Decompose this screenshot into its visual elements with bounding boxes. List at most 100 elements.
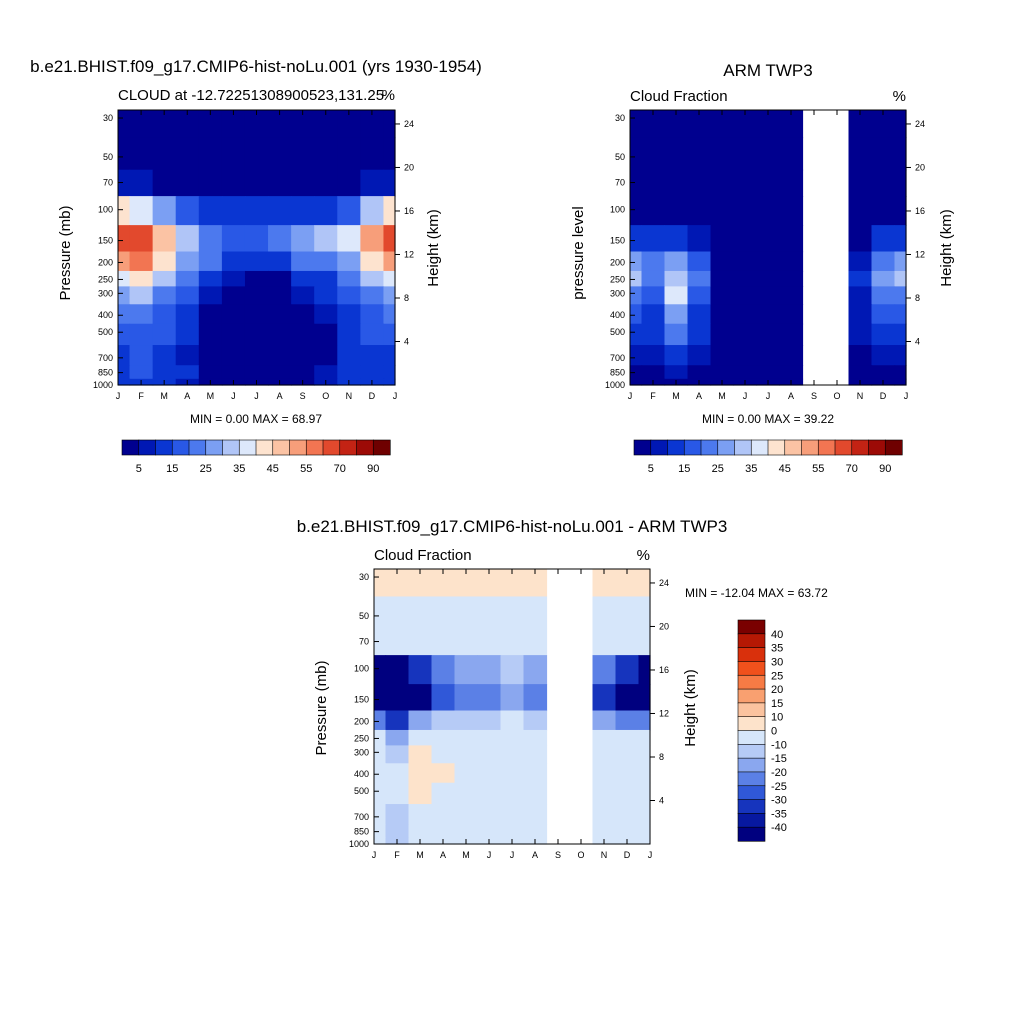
model-cell bbox=[360, 110, 385, 139]
obs-cell bbox=[687, 196, 712, 226]
obs-ytick-label: 1000 bbox=[605, 380, 625, 390]
colorbar-obs-swatch bbox=[851, 439, 870, 456]
obs-cell bbox=[871, 286, 896, 305]
colorbar-obs-label: 55 bbox=[812, 463, 824, 475]
diff-cell bbox=[638, 837, 651, 845]
diff-xtick-label: J bbox=[487, 850, 492, 860]
colorbar-model-swatch bbox=[121, 439, 140, 456]
model-cell bbox=[244, 286, 269, 305]
model-cell bbox=[118, 251, 131, 272]
model-cell bbox=[337, 225, 361, 253]
obs-cell bbox=[733, 345, 758, 366]
diff-cell bbox=[408, 569, 433, 598]
model-cell bbox=[175, 225, 200, 253]
model-cell bbox=[291, 225, 315, 253]
colorbar-diff-swatch bbox=[737, 771, 766, 787]
diff-cell bbox=[477, 745, 502, 764]
diff-cell bbox=[592, 596, 617, 630]
model-cell bbox=[118, 169, 131, 197]
diff-cell bbox=[523, 782, 548, 805]
diff-cell bbox=[431, 684, 456, 712]
obs-cell bbox=[687, 110, 712, 139]
obs-cell bbox=[641, 323, 666, 346]
model-cell bbox=[383, 251, 396, 272]
diff-cell bbox=[523, 763, 548, 784]
diff-cell bbox=[477, 684, 502, 712]
diff-units: % bbox=[637, 547, 650, 564]
model-cell bbox=[118, 304, 131, 325]
diff-cell bbox=[431, 569, 456, 598]
colorbar-obs-swatch bbox=[884, 439, 903, 456]
diff-cell bbox=[477, 569, 502, 598]
panel-model: b.e21.BHIST.f09_g17.CMIP6-hist-noLu.001 … bbox=[30, 57, 482, 426]
diff-cell bbox=[500, 763, 525, 784]
diff-cell bbox=[374, 763, 387, 784]
obs-cell bbox=[664, 225, 689, 253]
model-cell bbox=[198, 225, 223, 253]
obs-cell bbox=[894, 110, 907, 139]
obs-cell bbox=[687, 169, 712, 197]
model-cell bbox=[291, 365, 315, 380]
obs-cell bbox=[756, 323, 781, 346]
obs-cell bbox=[733, 137, 758, 171]
diff-cell bbox=[408, 655, 433, 685]
model-cell bbox=[198, 345, 223, 366]
obs-cell bbox=[894, 378, 907, 386]
obs-cell bbox=[756, 225, 781, 253]
obs-cell bbox=[733, 323, 758, 346]
obs-cell bbox=[871, 169, 896, 197]
colorbar-diff-swatch bbox=[737, 826, 766, 842]
obs-cell bbox=[641, 365, 666, 380]
diff-cell bbox=[615, 628, 640, 656]
diff-cell bbox=[385, 628, 410, 656]
diff-cell bbox=[615, 745, 640, 764]
obs-cell bbox=[687, 225, 712, 253]
model-cell bbox=[221, 345, 246, 366]
diff-cell bbox=[408, 804, 433, 825]
obs-cell bbox=[848, 365, 873, 380]
obs-ytick-label: 400 bbox=[610, 310, 625, 320]
diff-cell bbox=[374, 655, 387, 685]
diff-cell bbox=[431, 763, 456, 784]
colorbar-model-label: 55 bbox=[300, 463, 312, 475]
model-units: % bbox=[382, 87, 395, 104]
obs-cell bbox=[710, 365, 735, 380]
diff-cell bbox=[431, 729, 456, 746]
colorbar-diff-swatch bbox=[737, 730, 766, 745]
diff-cell bbox=[374, 684, 387, 712]
obs-cell bbox=[894, 323, 907, 346]
diff-cell bbox=[500, 710, 525, 731]
model-ytick-label: 300 bbox=[98, 288, 113, 298]
diff-xtick-label: J bbox=[372, 850, 377, 860]
model-cell bbox=[118, 110, 131, 139]
obs-cell bbox=[710, 110, 735, 139]
model-cell bbox=[129, 196, 154, 226]
colorbar-obs-swatch bbox=[767, 439, 786, 456]
diff-ytick-label: 300 bbox=[354, 747, 369, 757]
model-cell bbox=[383, 345, 396, 366]
model-cell bbox=[291, 169, 315, 197]
obs-cell bbox=[848, 286, 873, 305]
model-cell bbox=[337, 304, 361, 325]
obs-cell bbox=[664, 304, 689, 325]
diff-ytick-label: 850 bbox=[354, 827, 369, 837]
diff-cell bbox=[477, 628, 502, 656]
colorbar-model-swatch bbox=[238, 439, 257, 456]
diff-cell bbox=[477, 782, 502, 805]
colorbar-obs-swatch bbox=[750, 439, 769, 456]
colorbar-model-swatch bbox=[255, 439, 274, 456]
model-cell bbox=[198, 270, 223, 287]
colorbar-obs-label: 35 bbox=[745, 463, 757, 475]
colorbar-model-swatch bbox=[289, 439, 307, 456]
diff-cell bbox=[615, 710, 640, 731]
obs-cell bbox=[641, 286, 666, 305]
obs-cell bbox=[779, 225, 804, 253]
diff-xtick-label: M bbox=[416, 850, 424, 860]
obs-cell bbox=[630, 110, 643, 139]
model-cell bbox=[360, 286, 385, 305]
model-cell bbox=[221, 196, 246, 226]
diff-cell bbox=[592, 628, 617, 656]
obs-ytick-label: 850 bbox=[610, 368, 625, 378]
obs-left-title: Cloud Fraction bbox=[630, 88, 728, 105]
obs-cell bbox=[641, 304, 666, 325]
